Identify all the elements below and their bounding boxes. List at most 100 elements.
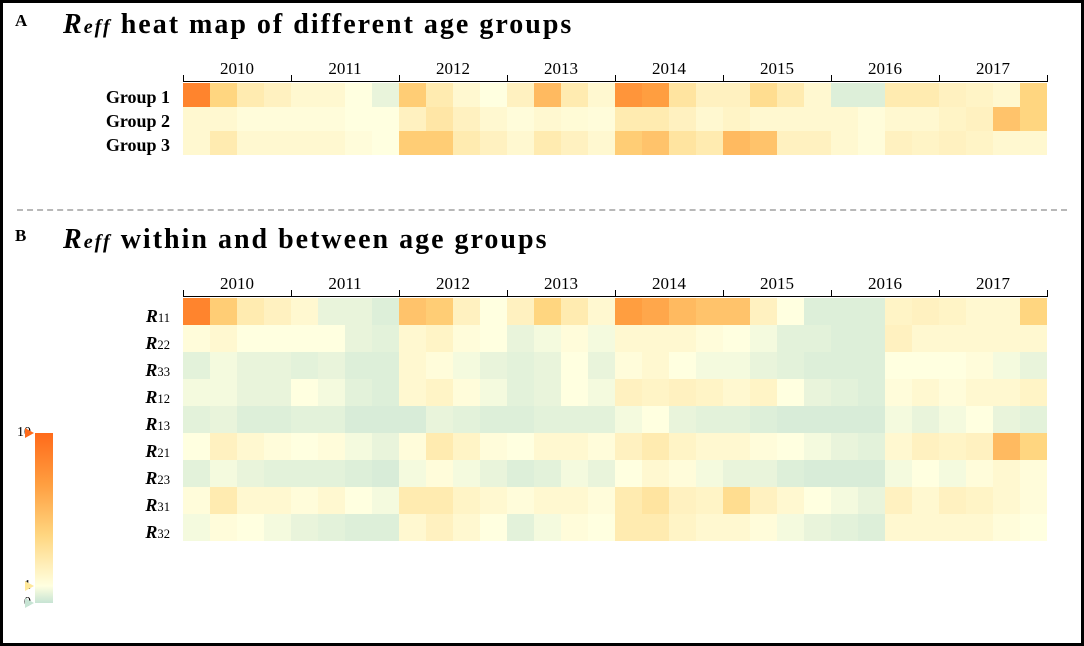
heatmap-cell	[453, 352, 480, 379]
heatmap-cell	[939, 298, 966, 325]
heatmap-cell	[507, 487, 534, 514]
heatmap-cell	[372, 487, 399, 514]
heatmap-cell	[561, 352, 588, 379]
heatmap-cell	[507, 514, 534, 541]
heatmap-cell	[696, 325, 723, 352]
heatmap-cell	[291, 131, 318, 155]
heatmap-cell	[777, 298, 804, 325]
panel-b-row-label: R32	[145, 523, 170, 541]
heatmap-cell	[210, 460, 237, 487]
heatmap-cell	[939, 433, 966, 460]
heatmap-cell	[777, 406, 804, 433]
heatmap-cell	[372, 379, 399, 406]
legend-marker-icon	[25, 581, 34, 591]
heatmap-cell	[993, 298, 1020, 325]
heatmap-cell	[534, 107, 561, 131]
heatmap-cell	[561, 298, 588, 325]
heatmap-cell	[993, 325, 1020, 352]
heatmap-cell	[939, 352, 966, 379]
heatmap-cell	[912, 460, 939, 487]
heatmap-cell	[480, 352, 507, 379]
heatmap-cell	[183, 107, 210, 131]
heatmap-cell	[264, 298, 291, 325]
heatmap-cell	[993, 433, 1020, 460]
heatmap-cell	[588, 406, 615, 433]
heatmap-cell	[453, 379, 480, 406]
x-year-label: 2016	[831, 274, 939, 294]
panel-b-row-label: R11	[146, 307, 170, 325]
panel-a: A Reff heat map of different age groups …	[3, 3, 1081, 198]
heatmap-cell	[183, 514, 210, 541]
heatmap-cell	[669, 352, 696, 379]
heatmap-cell	[777, 514, 804, 541]
heatmap-cell	[939, 107, 966, 131]
heatmap-cell	[561, 379, 588, 406]
heatmap-cell	[453, 298, 480, 325]
heatmap-cell	[966, 325, 993, 352]
heatmap-cell	[912, 433, 939, 460]
heatmap-cell	[426, 83, 453, 107]
heatmap-cell	[669, 325, 696, 352]
panel-b: B Reff within and between age groups 201…	[3, 218, 1081, 638]
heatmap-cell	[291, 379, 318, 406]
heatmap-cell	[966, 406, 993, 433]
heatmap-cell	[399, 107, 426, 131]
heatmap-cell	[858, 514, 885, 541]
heatmap-cell	[723, 83, 750, 107]
heatmap-cell	[210, 487, 237, 514]
heatmap-cell	[399, 379, 426, 406]
heatmap-cell	[507, 83, 534, 107]
heatmap-cell	[183, 406, 210, 433]
heatmap-cell	[534, 487, 561, 514]
heatmap-cell	[615, 131, 642, 155]
heatmap-cell	[804, 514, 831, 541]
heatmap-cell	[993, 131, 1020, 155]
legend-bar	[35, 433, 53, 603]
heatmap-cell	[264, 352, 291, 379]
heatmap-cell	[318, 352, 345, 379]
heatmap-cell	[534, 460, 561, 487]
heatmap-cell	[1020, 325, 1047, 352]
heatmap-cell	[561, 325, 588, 352]
heatmap-cell	[399, 83, 426, 107]
heatmap-cell	[1020, 406, 1047, 433]
heatmap-cell	[264, 325, 291, 352]
heatmap-cell	[642, 131, 669, 155]
panel-b-title-rest: within and between age groups	[112, 224, 549, 255]
heatmap-cell	[885, 433, 912, 460]
heatmap-cell	[615, 514, 642, 541]
heatmap-cell	[210, 83, 237, 107]
heatmap-cell	[561, 131, 588, 155]
heatmap-cell	[237, 379, 264, 406]
heatmap-cell	[426, 406, 453, 433]
heatmap-cell	[210, 131, 237, 155]
heatmap-cell	[1020, 460, 1047, 487]
heatmap-cell	[723, 406, 750, 433]
heatmap-cell	[237, 107, 264, 131]
heatmap-cell	[534, 325, 561, 352]
heatmap-cell	[615, 487, 642, 514]
heatmap-cell	[777, 352, 804, 379]
heatmap-cell	[534, 514, 561, 541]
heatmap-cell	[777, 107, 804, 131]
heatmap-cell	[426, 352, 453, 379]
heatmap-cell	[966, 514, 993, 541]
heatmap-cell	[372, 460, 399, 487]
heatmap-cell	[480, 379, 507, 406]
heatmap-cell	[615, 406, 642, 433]
heatmap-cell	[750, 487, 777, 514]
heatmap-cell	[426, 298, 453, 325]
heatmap-cell	[696, 379, 723, 406]
heatmap-cell	[939, 83, 966, 107]
heatmap-cell	[993, 107, 1020, 131]
heatmap-cell	[966, 433, 993, 460]
panel-a-row-label: Group 2	[106, 112, 170, 130]
heatmap-cell	[453, 83, 480, 107]
heatmap-cell	[372, 298, 399, 325]
heatmap-cell	[885, 379, 912, 406]
heatmap-cell	[426, 433, 453, 460]
heatmap-cell	[939, 514, 966, 541]
heatmap-cell	[345, 131, 372, 155]
heatmap-cell	[264, 131, 291, 155]
heatmap-cell	[426, 325, 453, 352]
